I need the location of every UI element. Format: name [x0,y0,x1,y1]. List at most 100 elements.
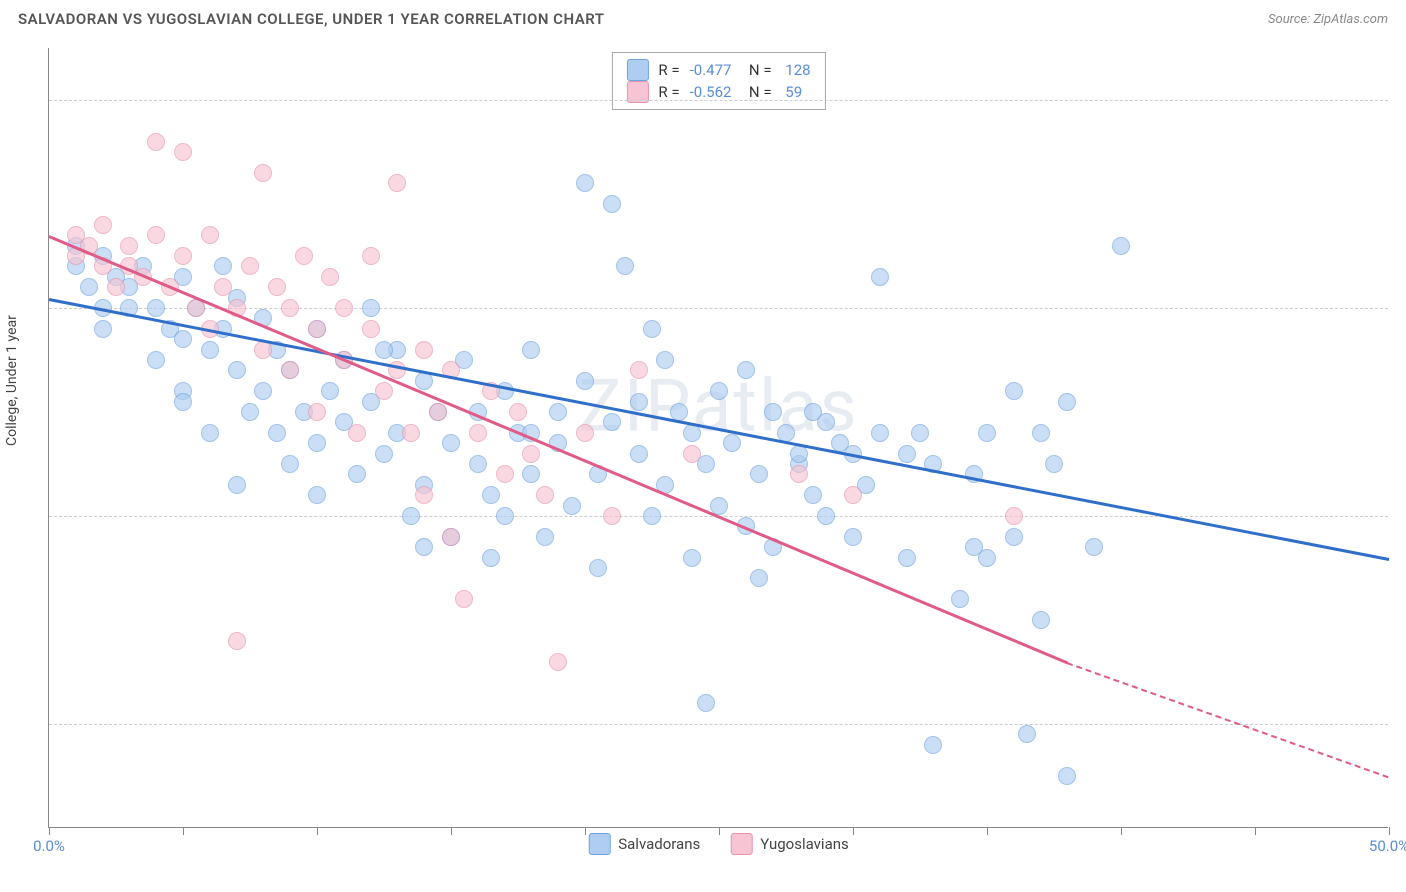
legend-n-value: 59 [782,83,803,101]
data-point [241,403,259,421]
chart-title: SALVADORAN VS YUGOSLAVIAN COLLEGE, UNDER… [18,10,605,28]
data-point [1085,538,1103,556]
data-point [643,507,661,525]
series-legend: Salvadorans Yugoslavians [588,833,849,855]
data-point [576,424,594,442]
data-point [415,341,433,359]
data-point [844,528,862,546]
data-point [321,382,339,400]
data-point [174,143,192,161]
data-point [723,434,741,452]
source-prefix: Source: [1268,12,1313,27]
data-point [683,445,701,463]
x-tick [585,827,586,835]
gridline-h [49,100,1388,101]
data-point [174,330,192,348]
data-point [201,424,219,442]
data-point [362,320,380,338]
data-point [697,694,715,712]
data-point [1045,455,1063,473]
data-point [281,299,299,317]
data-point [295,247,313,265]
data-point [348,465,366,483]
data-point [1112,237,1130,255]
x-tick-label: 50.0% [1369,837,1406,855]
legend-r-label: R = [658,83,679,101]
data-point [1032,424,1050,442]
legend-item: Yugoslavians [730,833,849,855]
data-point [603,413,621,431]
data-point [214,257,232,275]
data-point [871,268,889,286]
data-point [804,403,822,421]
data-point [871,424,889,442]
x-tick [451,827,452,835]
gridline-h [49,724,1388,725]
x-tick [317,827,318,835]
data-point [522,341,540,359]
legend-swatch [588,833,610,855]
data-point [214,278,232,296]
data-point [1005,528,1023,546]
data-point [469,424,487,442]
data-point [147,351,165,369]
legend-label: Yugoslavians [760,835,849,853]
data-point [549,403,567,421]
data-point [94,216,112,234]
y-axis-label: College, Under 1 year [4,315,20,446]
data-point [228,632,246,650]
data-point [415,486,433,504]
data-point [80,278,98,296]
data-point [308,486,326,504]
x-tick [1121,827,1122,835]
data-point [616,257,634,275]
data-point [817,507,835,525]
data-point [442,528,460,546]
data-point [965,538,983,556]
data-point [402,424,420,442]
data-point [1005,507,1023,525]
data-point [375,341,393,359]
data-point [147,299,165,317]
data-point [147,133,165,151]
data-point [348,424,366,442]
data-point [375,445,393,463]
legend-item: Salvadorans [588,833,700,855]
data-point [254,164,272,182]
data-point [362,247,380,265]
data-point [951,590,969,608]
correlation-legend: R = -0.477 N = 128 R = -0.562 N = 59 [611,52,825,110]
data-point [978,424,996,442]
data-point [898,549,916,567]
source-attribution: Source: ZipAtlas.com [1268,12,1388,27]
source-name: ZipAtlas.com [1313,12,1388,27]
legend-row: R = -0.477 N = 128 [626,59,810,81]
data-point [683,549,701,567]
data-point [643,320,661,338]
data-point [388,174,406,192]
x-tick [49,827,50,835]
data-point [201,226,219,244]
legend-n-label: N = [741,83,771,101]
data-point [496,465,514,483]
data-point [576,372,594,390]
data-point [482,549,500,567]
data-point [1058,767,1076,785]
trend-line-extrapolated [1067,662,1389,778]
x-tick [853,827,854,835]
data-point [630,361,648,379]
data-point [429,403,447,421]
data-point [1058,393,1076,411]
scatter-chart: ZIPatlas R = -0.477 N = 128R = -0.562 N … [48,48,1388,828]
data-point [630,393,648,411]
data-point [522,445,540,463]
data-point [710,382,728,400]
data-point [589,559,607,577]
data-point [335,299,353,317]
data-point [375,382,393,400]
data-point [308,320,326,338]
data-point [549,653,567,671]
x-tick [1389,827,1390,835]
legend-r-value: -0.562 [690,83,732,101]
data-point [228,476,246,494]
